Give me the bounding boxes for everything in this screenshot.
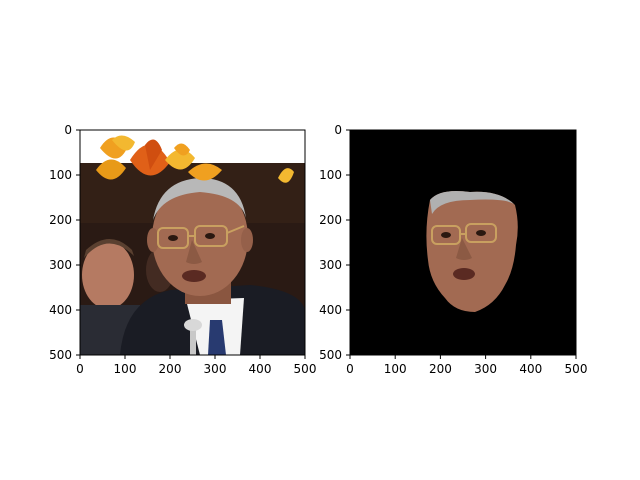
left-xtick-label: 300 — [204, 362, 227, 376]
right-image-panel: 0 100 200 300 400 500 0 100 200 300 400 500 — [319, 123, 587, 376]
left-ytick-label: 300 — [49, 258, 72, 272]
right-ytick-label: 300 — [319, 258, 342, 272]
left-xtick-label: 0 — [76, 362, 84, 376]
left-axis-ticks: 0 100 200 300 400 500 0 100 200 300 400 500 — [49, 123, 316, 376]
right-axis-ticks: 0 100 200 300 400 500 0 100 200 300 400 500 — [319, 123, 587, 376]
left-xtick-label: 200 — [159, 362, 182, 376]
right-ytick-label: 400 — [319, 303, 342, 317]
left-xtick-label: 100 — [114, 362, 137, 376]
right-axes-frame — [349, 129, 577, 356]
right-ytick-label: 0 — [334, 123, 342, 137]
left-ytick-label: 100 — [49, 168, 72, 182]
right-xtick-label: 400 — [519, 362, 542, 376]
right-photo — [350, 130, 576, 355]
left-xtick-label: 500 — [294, 362, 317, 376]
right-xtick-label: 300 — [474, 362, 497, 376]
left-xtick-label: 400 — [249, 362, 272, 376]
left-axes-frame — [79, 129, 306, 356]
right-xtick-label: 500 — [565, 362, 588, 376]
right-xtick-label: 200 — [429, 362, 452, 376]
right-ytick-label: 200 — [319, 213, 342, 227]
left-ytick-label: 0 — [64, 123, 72, 137]
left-image-panel: 0 100 200 300 400 500 0 100 200 300 400 500 — [49, 123, 316, 376]
left-ytick-label: 200 — [49, 213, 72, 227]
right-ytick-label: 500 — [319, 348, 342, 362]
right-xtick-label: 0 — [346, 362, 354, 376]
right-xtick-label: 100 — [384, 362, 407, 376]
left-photo — [80, 130, 305, 355]
right-ytick-label: 100 — [319, 168, 342, 182]
left-ytick-label: 500 — [49, 348, 72, 362]
left-ytick-label: 400 — [49, 303, 72, 317]
